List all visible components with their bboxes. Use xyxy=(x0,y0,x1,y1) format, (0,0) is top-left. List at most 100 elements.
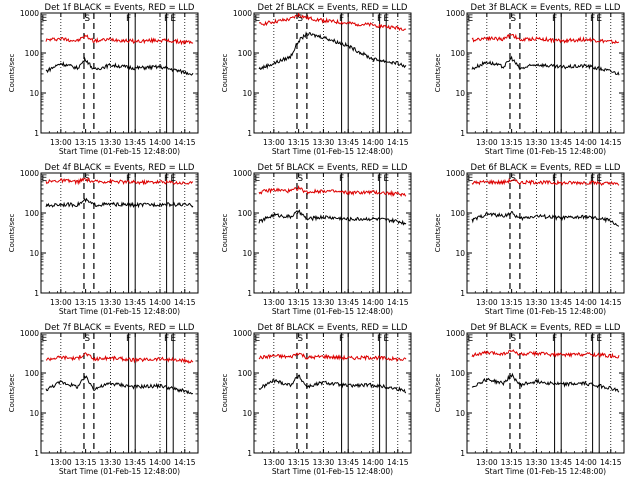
y-axis-label: Counts/sec xyxy=(434,54,442,93)
series-events-line xyxy=(258,31,407,70)
marker-annotation: F xyxy=(126,174,131,184)
marker-annotation: E xyxy=(254,14,260,24)
marker-annotation: F xyxy=(590,14,595,24)
marker-annotation: E xyxy=(41,174,47,184)
chart-panel-7: Det 7f BLACK = Events, RED = LLD Counts/s… xyxy=(8,323,199,476)
marker-annotation: E xyxy=(170,174,176,184)
chart-panel-9: Det 9f BLACK = Events, RED = LLD Counts/s… xyxy=(434,323,625,476)
x-tick-label: 13:15 xyxy=(501,138,523,147)
y-axis-label: Counts/sec xyxy=(434,214,442,253)
x-tick-label: 14:00 xyxy=(362,138,384,147)
x-tick-label: 14:15 xyxy=(174,458,196,467)
x-axis-label: Start Time (01-Feb-15 12:48:00) xyxy=(59,147,180,156)
x-axis-label: Start Time (01-Feb-15 12:48:00) xyxy=(59,467,180,476)
chart-panel-8: Det 8f BLACK = Events, RED = LLD Counts/s… xyxy=(221,323,412,476)
x-tick-label: 14:15 xyxy=(174,298,196,307)
x-tick-label: 14:15 xyxy=(174,138,196,147)
y-tick-label: 10 xyxy=(242,409,252,418)
marker-annotation: F xyxy=(339,174,344,184)
marker-annotation: F xyxy=(552,14,557,24)
x-tick-label: 13:45 xyxy=(124,138,146,147)
chart-panel-5: Det 5f BLACK = Events, RED = LLD Counts/s… xyxy=(221,163,412,316)
y-tick-label: 1000 xyxy=(20,9,39,18)
chart-panel-4: Det 4f BLACK = Events, RED = LLD Counts/s… xyxy=(8,163,199,316)
x-tick-label: 13:00 xyxy=(50,458,72,467)
series-events-line xyxy=(45,197,194,209)
y-tick-label: 1 xyxy=(460,129,465,138)
x-axis-label: Start Time (01-Feb-15 12:48:00) xyxy=(272,467,393,476)
plot-frame xyxy=(40,12,199,134)
y-tick-label: 1000 xyxy=(20,169,39,178)
plot-frame xyxy=(40,332,199,454)
plot-frame xyxy=(40,172,199,294)
y-tick-label: 10 xyxy=(455,89,465,98)
marker-annotation: E xyxy=(41,334,47,344)
marker-annotation: E xyxy=(383,14,389,24)
y-tick-label: 10 xyxy=(242,89,252,98)
series-events-line xyxy=(471,55,620,76)
marker-annotation: F xyxy=(377,14,382,24)
y-tick-label: 100 xyxy=(451,369,466,378)
marker-annotation: E xyxy=(254,334,260,344)
x-tick-label: 13:30 xyxy=(100,138,122,147)
x-tick-label: 14:00 xyxy=(149,458,171,467)
y-tick-label: 1 xyxy=(247,289,252,298)
y-tick-label: 100 xyxy=(238,49,253,58)
chart-panel-1: Det 1f BLACK = Events, RED = LLD Counts/s… xyxy=(8,3,199,156)
series-events-line xyxy=(471,372,620,393)
marker-annotation: F xyxy=(552,174,557,184)
y-tick-label: 10 xyxy=(455,409,465,418)
chart-panel-6: Det 6f BLACK = Events, RED = LLD Counts/s… xyxy=(434,163,625,316)
x-tick-label: 13:00 xyxy=(476,298,498,307)
plot-frame xyxy=(253,332,412,454)
series-lld-line xyxy=(45,352,194,364)
x-tick-label: 13:30 xyxy=(526,458,548,467)
y-tick-label: 1000 xyxy=(233,329,252,338)
y-tick-label: 100 xyxy=(451,209,466,218)
plot-frame xyxy=(466,172,625,294)
chart-title: Det 4f BLACK = Events, RED = LLD xyxy=(45,163,195,173)
chart-title: Det 1f BLACK = Events, RED = LLD xyxy=(45,3,195,13)
marker-annotation: S xyxy=(510,174,516,184)
marker-annotation: S xyxy=(510,334,516,344)
marker-annotation: S xyxy=(84,334,90,344)
x-axis-label: Start Time (01-Feb-15 12:48:00) xyxy=(485,147,606,156)
marker-annotation: E xyxy=(596,174,602,184)
marker-annotation: S xyxy=(297,334,303,344)
marker-annotation: E xyxy=(596,334,602,344)
x-tick-label: 13:00 xyxy=(263,298,285,307)
x-tick-label: 13:45 xyxy=(124,298,146,307)
y-tick-label: 100 xyxy=(25,209,40,218)
x-tick-label: 13:15 xyxy=(288,298,310,307)
y-axis-label: Counts/sec xyxy=(221,54,229,93)
y-axis-label: Counts/sec xyxy=(8,214,16,253)
y-tick-label: 100 xyxy=(451,49,466,58)
x-tick-label: 13:45 xyxy=(337,298,359,307)
y-tick-label: 1000 xyxy=(20,329,39,338)
x-tick-label: 13:15 xyxy=(501,298,523,307)
y-tick-label: 10 xyxy=(242,249,252,258)
chart-title: Det 5f BLACK = Events, RED = LLD xyxy=(258,163,408,173)
y-tick-label: 1000 xyxy=(446,9,465,18)
y-tick-label: 1 xyxy=(34,129,39,138)
y-tick-label: 100 xyxy=(25,49,40,58)
series-lld-line xyxy=(471,349,620,359)
plot-frame xyxy=(253,172,412,294)
y-tick-label: 100 xyxy=(238,209,253,218)
x-tick-label: 13:45 xyxy=(550,298,572,307)
marker-annotation: E xyxy=(467,14,473,24)
x-tick-label: 13:00 xyxy=(50,138,72,147)
x-tick-label: 14:00 xyxy=(362,458,384,467)
y-tick-label: 10 xyxy=(29,89,39,98)
x-tick-label: 13:15 xyxy=(501,458,523,467)
x-tick-label: 13:00 xyxy=(50,298,72,307)
y-tick-label: 100 xyxy=(238,369,253,378)
x-tick-label: 13:30 xyxy=(526,298,548,307)
chart-title: Det 3f BLACK = Events, RED = LLD xyxy=(471,3,621,13)
chart-title: Det 8f BLACK = Events, RED = LLD xyxy=(258,323,408,333)
x-tick-label: 14:00 xyxy=(575,138,597,147)
x-tick-label: 13:15 xyxy=(75,138,97,147)
series-lld-line xyxy=(45,34,194,46)
marker-annotation: E xyxy=(467,334,473,344)
